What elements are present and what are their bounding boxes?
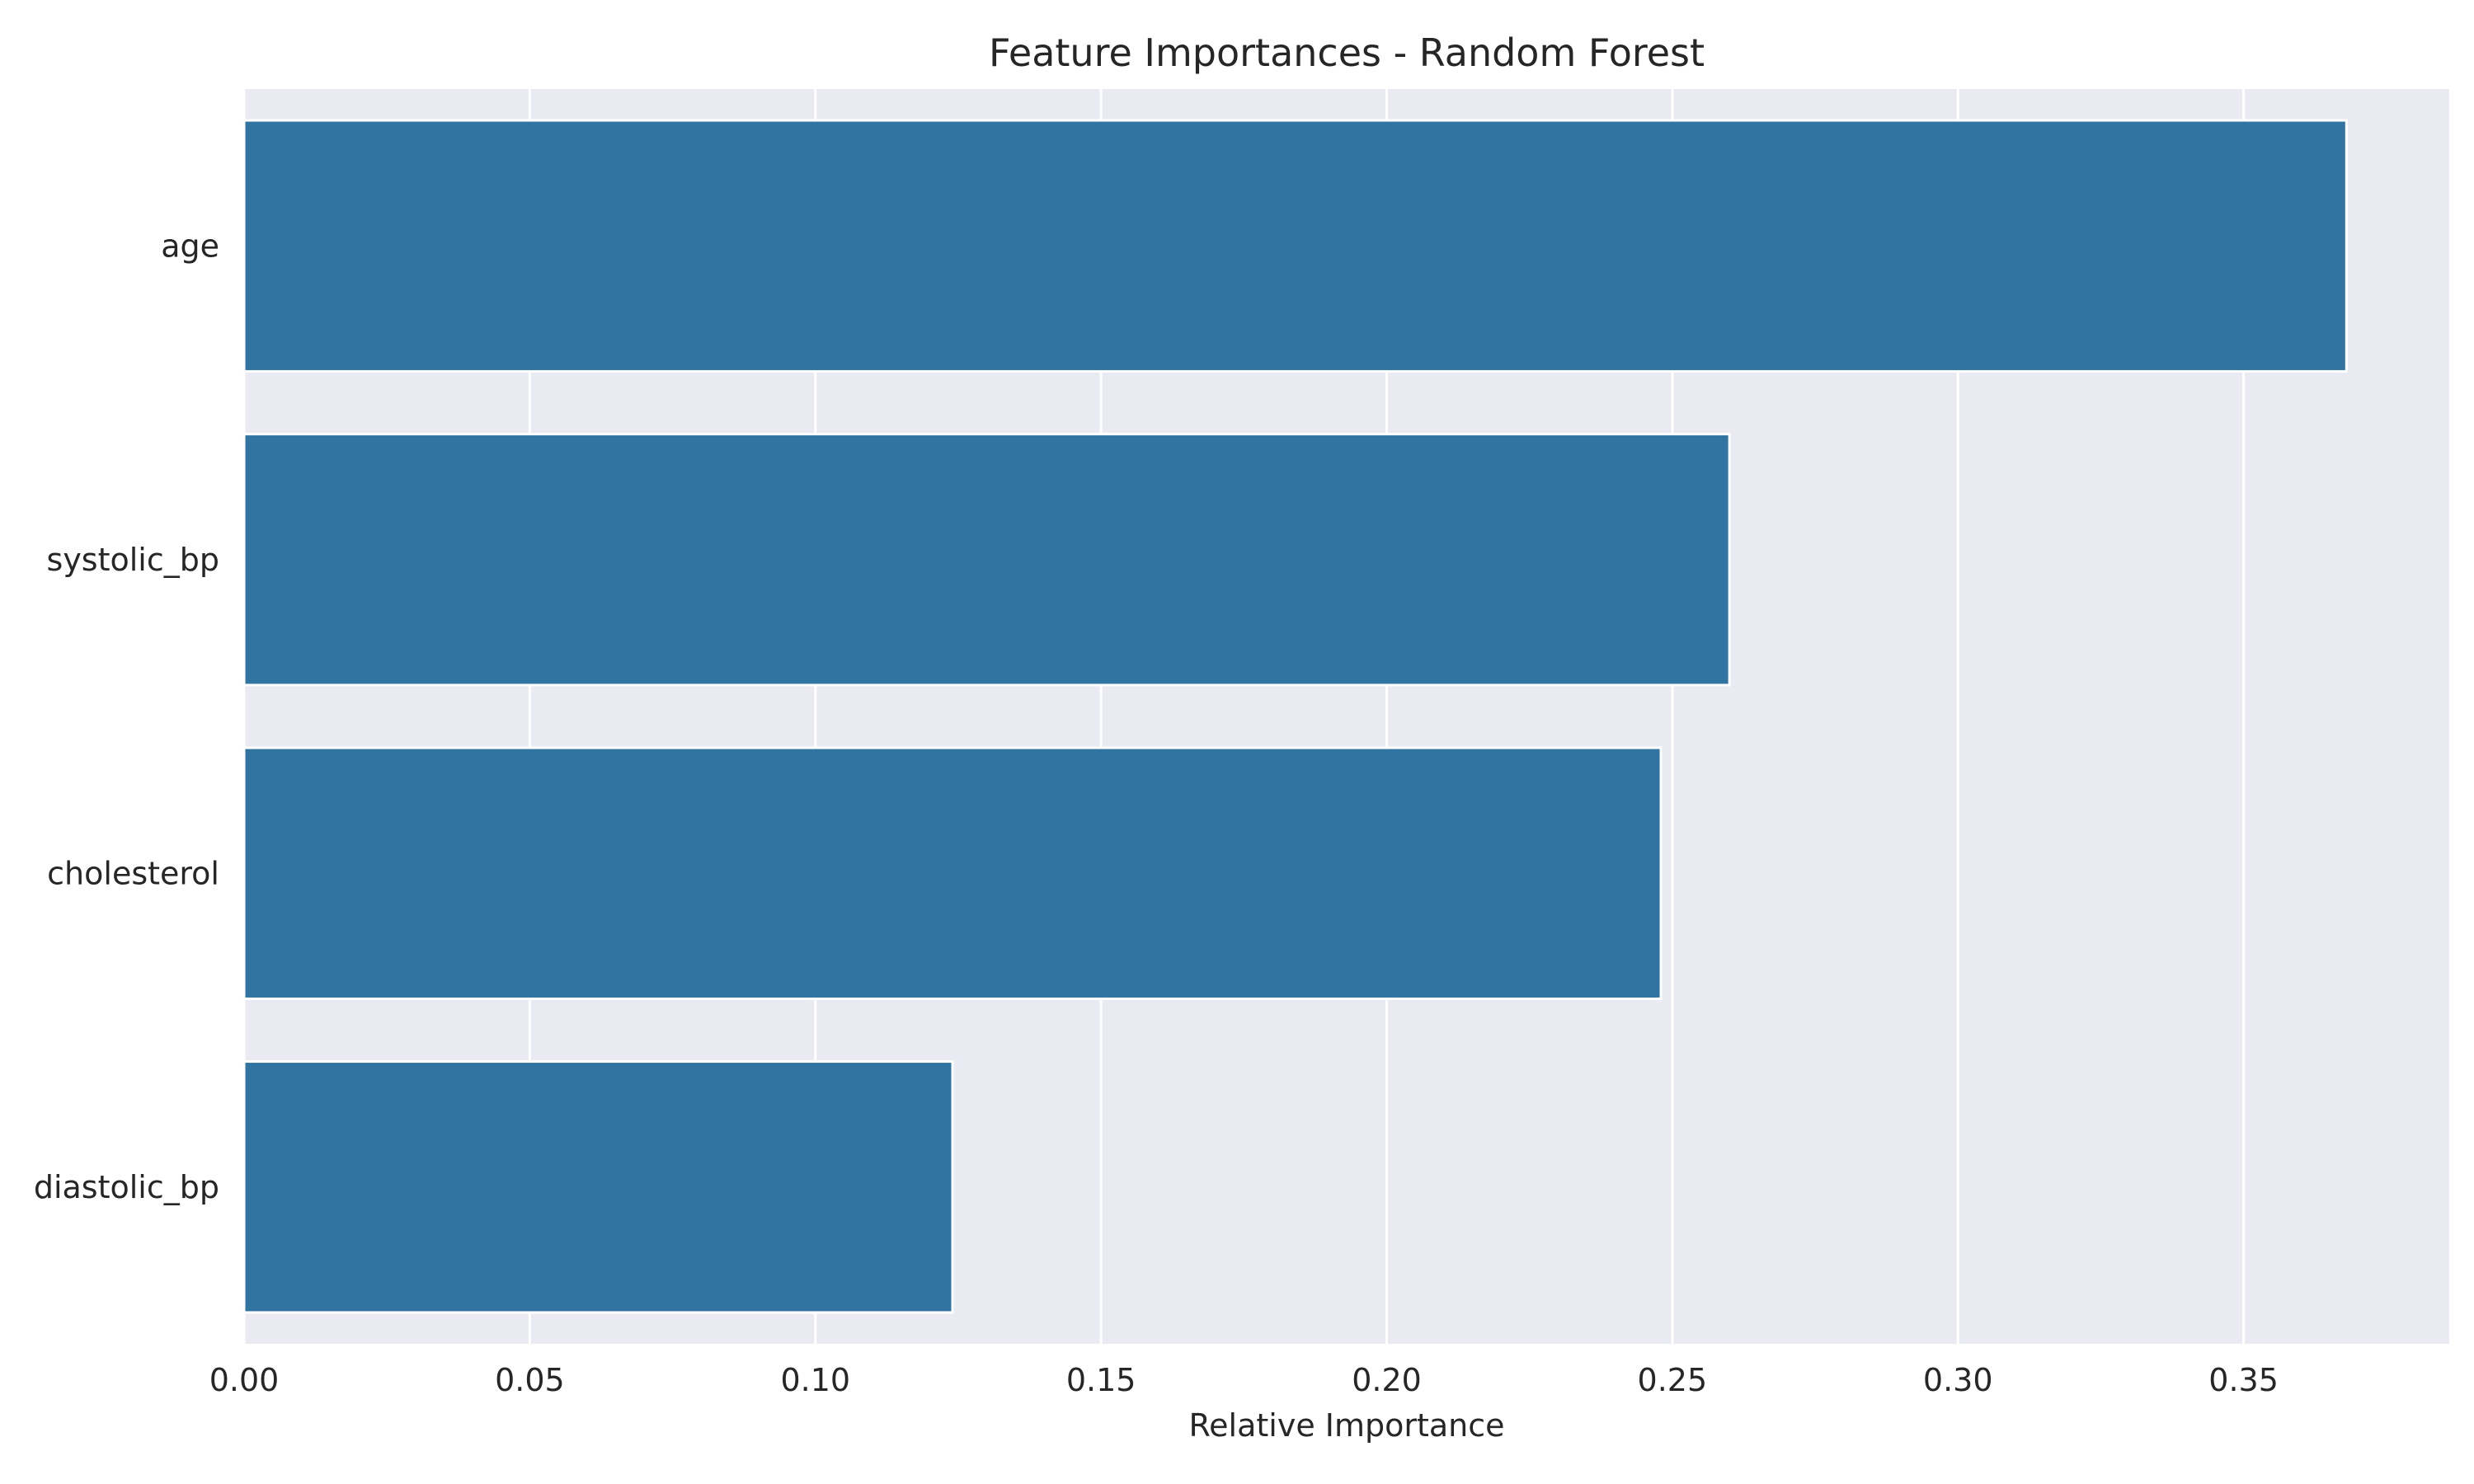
- y-tick-label: cholesterol: [47, 855, 219, 891]
- x-tick-label: 0.15: [1066, 1362, 1136, 1398]
- x-tick-label: 0.05: [495, 1362, 565, 1398]
- x-tick-labels: 0.00 0.05 0.10 0.15 0.20 0.25 0.30 0.35: [209, 1362, 2279, 1398]
- x-tick-label: 0.25: [1638, 1362, 1708, 1398]
- y-tick-label: systolic_bp: [47, 542, 219, 578]
- bar-diastolic-bp: [242, 1060, 954, 1314]
- x-tick-label: 0.35: [2208, 1362, 2279, 1398]
- bar-age: [242, 119, 2348, 373]
- x-tick-label: 0.10: [780, 1362, 850, 1398]
- bar-cholesterol: [242, 746, 1663, 1000]
- x-tick-label: 0.30: [1923, 1362, 1993, 1398]
- y-tick-labels: age systolic_bp cholesterol diastolic_bp: [34, 228, 219, 1205]
- x-tick-label: 0.20: [1352, 1362, 1422, 1398]
- chart-title: Feature Importances - Random Forest: [989, 31, 1705, 75]
- bar-systolic-bp: [242, 433, 1731, 687]
- x-axis-label: Relative Importance: [1188, 1407, 1504, 1444]
- y-tick-label: diastolic_bp: [34, 1169, 219, 1205]
- bars: [242, 119, 2348, 1314]
- x-tick-label: 0.00: [209, 1362, 280, 1398]
- y-tick-label: age: [161, 228, 219, 264]
